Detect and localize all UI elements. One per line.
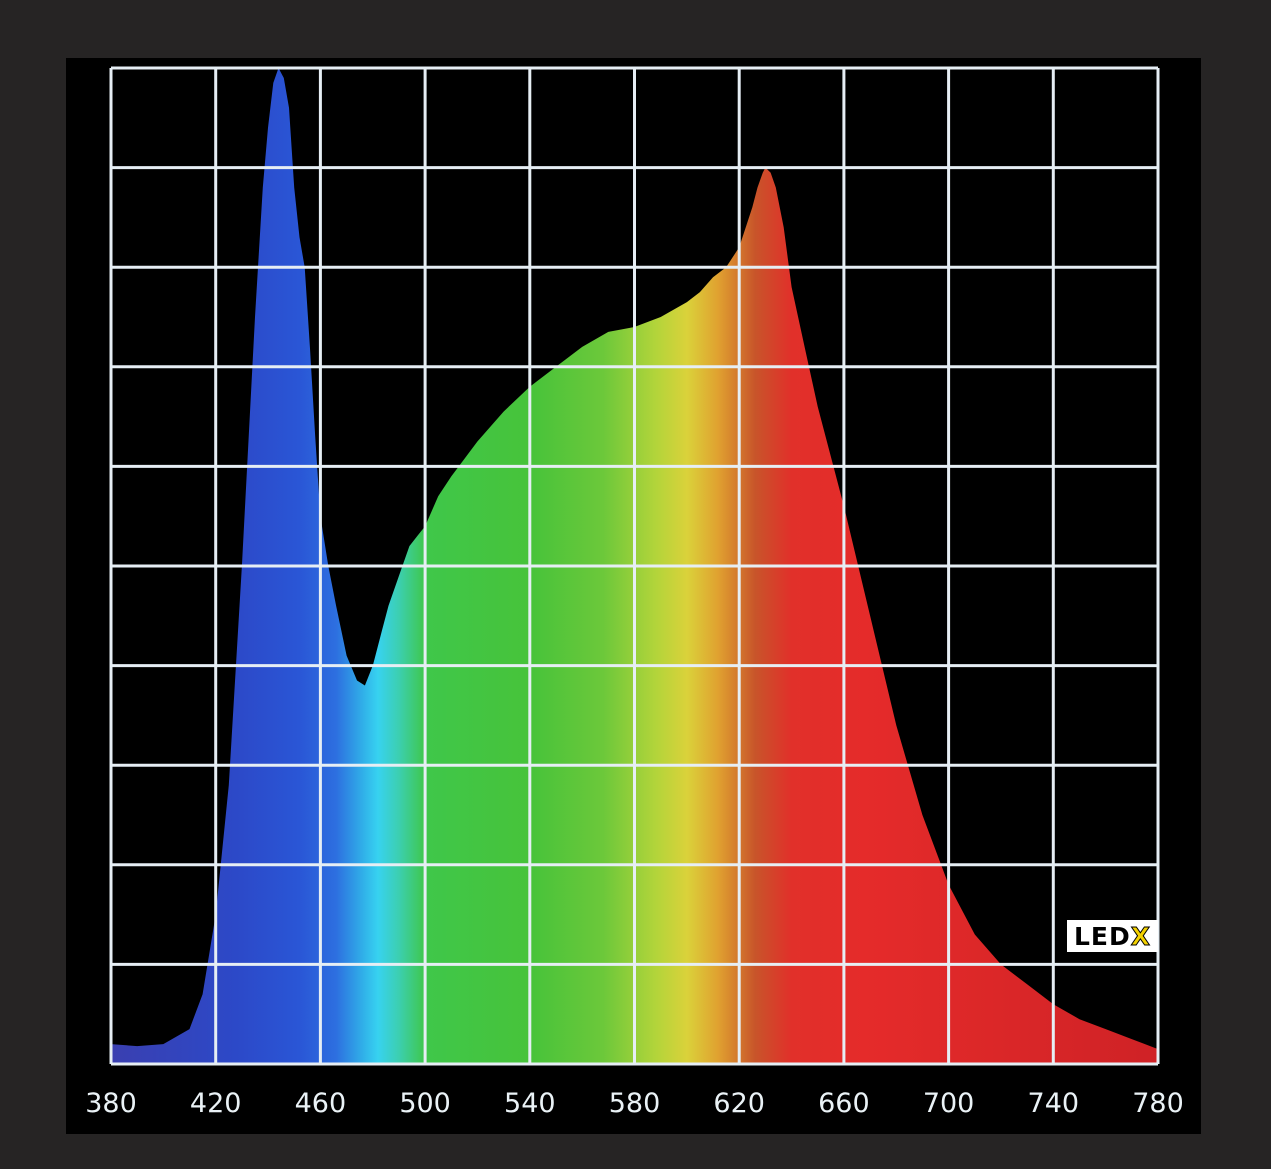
x-tick-label: 780 (1132, 1088, 1184, 1119)
x-tick-label: 740 (1028, 1088, 1080, 1119)
logo-text-led: LED (1073, 921, 1131, 951)
logo-text-x: X (1130, 921, 1152, 951)
x-tick-label: 580 (609, 1088, 661, 1119)
x-tick-label: 540 (504, 1088, 556, 1119)
x-tick-label: 620 (713, 1088, 765, 1119)
x-tick-label: 700 (923, 1088, 975, 1119)
x-tick-label: 380 (85, 1088, 137, 1119)
ledx-logo: LED X (1067, 920, 1158, 952)
x-tick-label: 420 (190, 1088, 242, 1119)
spectrum-chart: 380 420 460 500 540 580 620 660 700 740 780 (85, 66, 1184, 1119)
grid (109, 66, 1160, 1066)
x-axis-tick-labels: 380 420 460 500 540 580 620 660 700 740 780 (85, 1088, 1184, 1119)
x-tick-label: 660 (818, 1088, 870, 1119)
spectrum-display: 380 420 460 500 540 580 620 660 700 740 780 LED X (66, 58, 1201, 1134)
x-tick-label: 460 (295, 1088, 347, 1119)
x-tick-label: 500 (399, 1088, 451, 1119)
